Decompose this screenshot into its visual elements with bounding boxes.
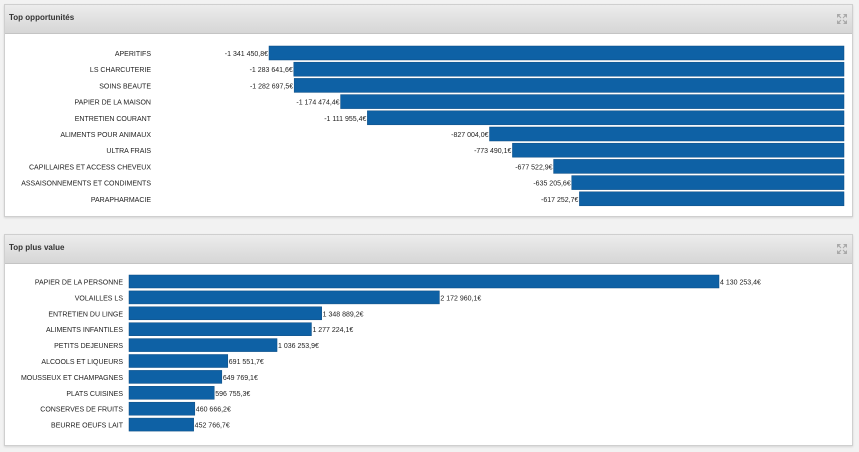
- category-label: ALIMENTS POUR ANIMAUX: [60, 132, 151, 139]
- value-label: -1 282 697,5€: [250, 83, 293, 90]
- bar: [489, 126, 845, 142]
- panel-header: Top plus value: [5, 235, 852, 264]
- value-label: 4 130 253,4€: [720, 280, 761, 287]
- value-label: -1 283 641,6€: [250, 67, 293, 74]
- panel-header: Top opportunités: [5, 5, 852, 34]
- category-label: ASSAISONNEMENTS ET CONDIMENTS: [21, 181, 151, 188]
- panel-top-opportunites: Top opportunités APERITIFS -1 341 450,8€ L…: [4, 4, 853, 217]
- value-label: -1 111 955,4€: [324, 116, 366, 123]
- value-label: -635 205,6€: [533, 181, 570, 188]
- category-label: ALCOOLS ET LIQUEURS: [41, 359, 123, 366]
- bar: [128, 306, 322, 321]
- value-label: 2 172 960,1€: [440, 295, 481, 302]
- value-label: 691 551,7€: [229, 359, 264, 366]
- category-label: APERITIFS: [115, 51, 152, 58]
- category-label: VOLAILLES LS: [75, 295, 124, 302]
- bar: [128, 354, 229, 368]
- bar: [512, 142, 845, 158]
- bar: [128, 274, 720, 289]
- category-label: PAPIER DE LA PERSONNE: [35, 280, 124, 287]
- bar: [128, 370, 223, 384]
- bar: [128, 401, 196, 416]
- bar: [579, 191, 845, 207]
- value-label: 596 755,3€: [215, 391, 250, 398]
- bar: [340, 94, 845, 109]
- category-label: ALIMENTS INFANTILES: [46, 327, 123, 334]
- value-label: -827 004,0€: [451, 132, 488, 139]
- bar: [128, 417, 194, 432]
- category-label: PLATS CUISINES: [66, 391, 123, 398]
- value-label: -617 252,7€: [541, 197, 578, 204]
- category-label: PAPIER DE LA MAISON: [74, 100, 151, 107]
- bar: [367, 110, 845, 126]
- bar: [553, 159, 845, 174]
- value-label: 1 036 253,9€: [278, 343, 319, 350]
- value-label: 649 769,1€: [223, 375, 258, 382]
- expand-arrows-icon[interactable]: [836, 13, 848, 25]
- category-label: PARAPHARMACIE: [91, 197, 151, 204]
- category-label: ULTRA FRAIS: [106, 148, 151, 155]
- chart-top-opportunites: APERITIFS -1 341 450,8€ LS CHARCUTERIE -1 2…: [21, 45, 845, 207]
- value-label: 452 766,7€: [195, 423, 230, 430]
- category-label: MOUSSEUX ET CHAMPAGNES: [21, 375, 123, 382]
- expand-arrows-icon[interactable]: [836, 243, 848, 255]
- bar: [128, 338, 278, 352]
- bar: [128, 386, 215, 400]
- category-label: LS CHARCUTERIE: [90, 67, 151, 74]
- bar: [571, 175, 845, 190]
- bar: [128, 290, 440, 305]
- category-label: BEURRE OEUFS LAIT: [51, 423, 124, 430]
- category-label: ENTRETIEN DU LINGE: [48, 311, 123, 318]
- value-label: 460 666,2€: [196, 407, 231, 414]
- category-label: CONSERVES DE FRUITS: [40, 407, 123, 414]
- bar: [268, 45, 845, 61]
- value-label: -773 490,1€: [474, 148, 511, 155]
- category-label: ENTRETIEN COURANT: [75, 116, 152, 123]
- panel-title: Top opportunités: [9, 13, 75, 22]
- value-label: -677 522,9€: [515, 164, 552, 171]
- value-label: -1 174 474,4€: [296, 100, 339, 107]
- bar: [128, 322, 312, 336]
- bar: [293, 78, 845, 93]
- value-label: 1 348 889,2€: [323, 311, 364, 318]
- bar: [293, 61, 845, 77]
- chart-top-plus-value: PAPIER DE LA PERSONNE 4 130 253,4€ VOLAILL…: [21, 274, 761, 432]
- category-label: PETITS DEJEUNERS: [54, 343, 123, 350]
- value-label: 1 277 224,1€: [312, 327, 353, 334]
- category-label: CAPILLAIRES ET ACCESS CHEVEUX: [29, 164, 151, 171]
- category-label: SOINS BEAUTE: [99, 83, 151, 90]
- value-label: -1 341 450,8€: [225, 51, 268, 58]
- panel-title: Top plus value: [9, 243, 65, 252]
- panel-top-plus-value: Top plus value PAPIER DE LA PERSONNE 4 13…: [4, 234, 853, 446]
